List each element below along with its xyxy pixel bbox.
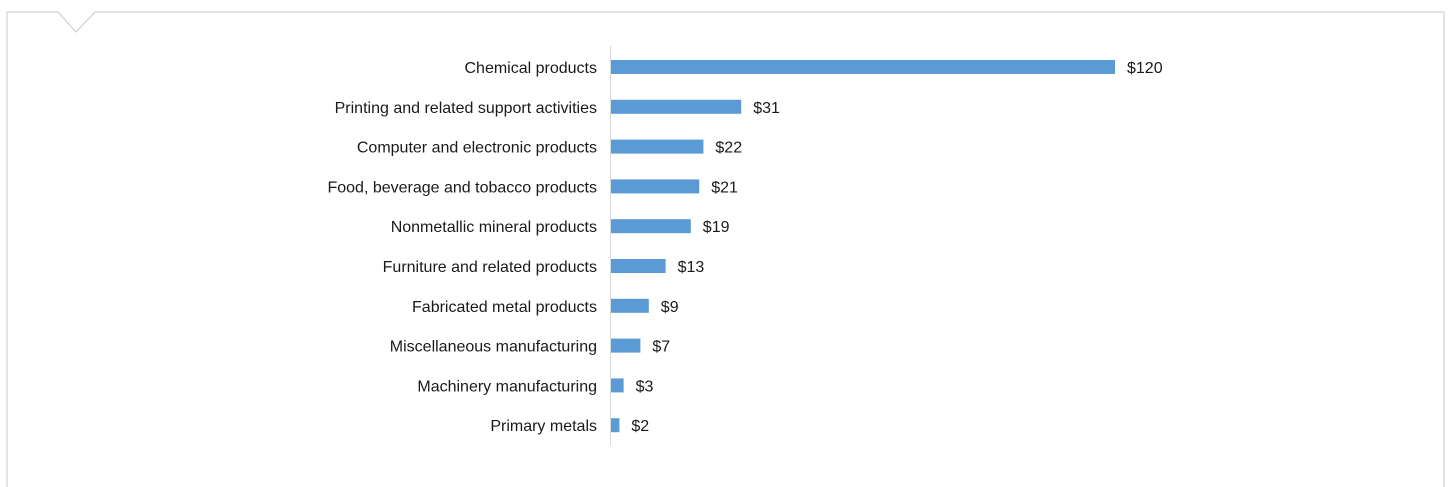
bar-0 — [611, 60, 1115, 74]
category-label-9: Primary metals — [490, 418, 597, 435]
panel-border — [6, 11, 1445, 487]
bar-8 — [611, 378, 624, 393]
category-label-6: Fabricated metal products — [412, 299, 597, 316]
bar-6 — [611, 298, 649, 313]
value-label-8: $3 — [636, 378, 654, 395]
category-label-8: Machinery manufacturing — [417, 378, 597, 395]
bar-5 — [611, 259, 666, 273]
value-label-5: $13 — [678, 259, 705, 276]
value-label-9: $2 — [631, 418, 649, 435]
category-label-4: Nonmetallic mineral products — [391, 219, 597, 236]
bar-3 — [611, 179, 700, 194]
bar-1 — [611, 99, 742, 114]
category-label-1: Printing and related support activities — [335, 100, 597, 117]
value-label-7: $7 — [652, 339, 670, 356]
bar-2 — [611, 139, 704, 154]
category-label-5: Furniture and related products — [383, 259, 597, 276]
category-labels: Chemical products Printing and related su… — [327, 60, 597, 435]
bars-group — [611, 60, 1115, 433]
value-label-1: $31 — [753, 100, 780, 117]
bar-7 — [611, 338, 641, 353]
bar-4 — [611, 219, 691, 234]
value-label-0: $120 — [1127, 60, 1163, 77]
category-label-3: Food, beverage and tobacco products — [327, 179, 597, 196]
category-label-7: Miscellaneous manufacturing — [390, 339, 597, 356]
value-label-2: $22 — [715, 140, 742, 157]
value-label-3: $21 — [711, 179, 738, 196]
value-label-6: $9 — [661, 299, 679, 316]
category-label-2: Computer and electronic products — [357, 140, 597, 157]
bar-9 — [611, 418, 620, 433]
value-label-4: $19 — [703, 219, 730, 236]
value-labels: $120 $31 $22 $21 $19 $13 $9 $7 $3 $2 — [631, 60, 1162, 435]
category-label-0: Chemical products — [465, 60, 598, 77]
